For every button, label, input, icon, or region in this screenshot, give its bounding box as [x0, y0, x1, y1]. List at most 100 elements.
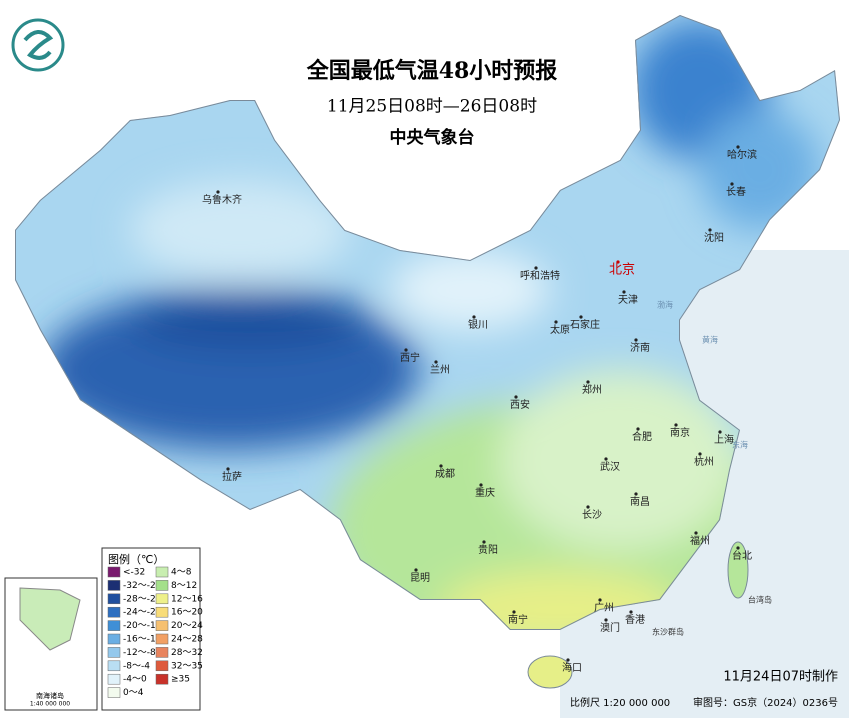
city-label: 哈尔滨	[727, 148, 757, 161]
sea-label: 台湾岛	[748, 595, 772, 605]
logo	[23, 30, 54, 60]
city-dot	[598, 598, 602, 602]
legend-swatch	[107, 593, 121, 605]
city-dot	[512, 610, 516, 614]
city-dot	[554, 320, 558, 324]
city-dot	[482, 540, 486, 544]
legend-swatch	[107, 580, 121, 591]
legend-label: 4～8	[171, 568, 192, 578]
city-dot	[736, 546, 740, 550]
city-label: 郑州	[582, 383, 602, 396]
city-label: 成都	[435, 468, 455, 480]
legend-swatch	[155, 633, 169, 645]
city-dot	[439, 464, 443, 468]
city-label: 南宁	[508, 613, 528, 626]
legend-swatch	[107, 673, 121, 685]
city-dot	[566, 658, 570, 662]
city-dot	[616, 260, 620, 264]
hainan	[527, 655, 573, 689]
legend-swatch	[155, 647, 169, 658]
subtitle: 11月25日08时—26日08时	[327, 97, 537, 117]
city-label: 台北	[732, 549, 752, 562]
city-dot	[604, 457, 608, 461]
city-label: 武汉	[600, 460, 620, 473]
city-dot	[414, 568, 418, 572]
city-label: 天津	[618, 294, 638, 306]
legend-swatch	[155, 593, 169, 605]
city-label: 西安	[510, 398, 530, 411]
city-label: 太原	[550, 323, 570, 336]
legend-swatch	[107, 660, 121, 672]
legend-label: 24～28	[171, 635, 203, 645]
inset-label: 南海诸岛	[36, 691, 64, 700]
city-dot	[434, 360, 438, 364]
legend-label: -20～-16	[123, 621, 162, 631]
legend-swatch	[107, 687, 121, 698]
legend-label: 0～4	[123, 688, 144, 698]
legend-swatch	[155, 580, 169, 591]
city-label: 贵阳	[478, 543, 498, 556]
title: 全国最低气温48小时预报	[306, 58, 558, 84]
city-label: 北京	[609, 263, 635, 278]
city-dot	[636, 427, 640, 431]
city-label: 拉萨	[222, 470, 242, 483]
taiwan	[727, 541, 749, 599]
legend-label: <-32	[123, 568, 145, 578]
city-label: 银川	[468, 318, 488, 331]
city-label: 海口	[562, 661, 582, 674]
legend-label: 20～24	[171, 621, 203, 631]
city-label: 沈阳	[704, 231, 724, 244]
city-dot	[479, 483, 483, 487]
city-label: 香港	[625, 614, 645, 626]
sea-label: 东海	[732, 440, 748, 450]
city-dot	[708, 228, 712, 232]
city-label: 澳门	[600, 621, 620, 634]
city-label: 石家庄	[570, 318, 600, 331]
city-dot	[586, 380, 590, 384]
city-dot	[579, 315, 583, 319]
legend-swatch	[155, 566, 169, 578]
city-dot	[216, 190, 220, 194]
city-dot	[694, 531, 698, 535]
city-dot	[226, 467, 230, 471]
legend-label: -8～-4	[123, 661, 150, 671]
sea-label: 渤海	[657, 300, 673, 310]
legend-label: 16～20	[171, 608, 203, 618]
legend-swatch	[155, 660, 169, 672]
legend-label: -32～-28	[123, 581, 162, 591]
legend-swatch	[107, 647, 121, 658]
city-label: 长沙	[582, 509, 602, 521]
made-time: 11月24日07时制作	[723, 670, 838, 685]
city-dot	[634, 338, 638, 342]
legend-swatch	[107, 606, 121, 618]
scale: 比例尺 1:20 000 000	[570, 696, 670, 709]
legend-swatch	[107, 566, 121, 578]
city-label: 福州	[690, 534, 710, 547]
legend-label: 12～16	[171, 594, 203, 604]
legend-title: 图例（℃）	[108, 552, 164, 566]
legend-label: -4～0	[123, 675, 147, 685]
city-dot	[514, 395, 518, 399]
legend-swatch	[107, 633, 121, 645]
legend-label: -12～-8	[123, 648, 156, 658]
city-dot	[634, 492, 638, 496]
city-label: 西宁	[400, 351, 420, 364]
city-label: 乌鲁木齐	[202, 193, 242, 206]
city-label: 南昌	[630, 495, 650, 508]
city-label: 杭州	[694, 455, 714, 468]
city-label: 广州	[594, 602, 614, 614]
legend-label: -24～-20	[123, 608, 162, 618]
city-label: 呼和浩特	[520, 270, 560, 282]
inset-land	[19, 587, 81, 651]
city-dot	[629, 610, 633, 614]
sea-label: 黄海	[702, 335, 718, 345]
city-dot	[736, 145, 740, 149]
legend-label: 32～35	[171, 661, 203, 671]
issuer: 中央气象台	[390, 127, 475, 148]
city-dot	[730, 182, 734, 186]
approval: 审图号：GS京（2024）0236号	[693, 696, 838, 709]
city-dot	[534, 266, 538, 270]
legend-swatch	[155, 620, 169, 631]
legend-label: -28～-24	[123, 594, 162, 604]
city-dot	[718, 430, 722, 434]
